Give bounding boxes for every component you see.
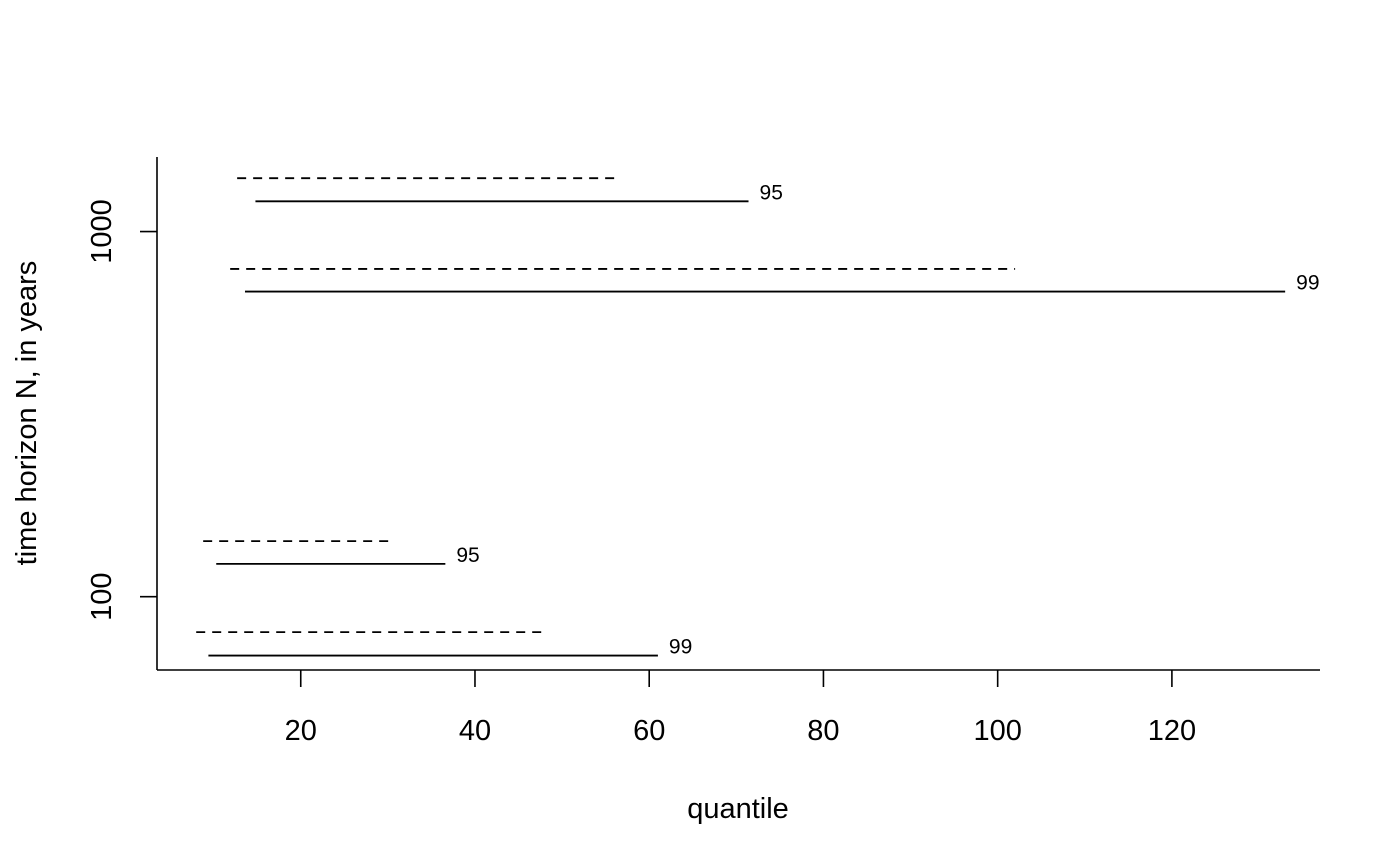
x-tick-label: 40 xyxy=(459,715,491,747)
segment-label: 95 xyxy=(760,181,783,204)
x-tick-label: 60 xyxy=(633,715,665,747)
y-tick-label: 100 xyxy=(86,573,118,621)
x-axis-title: quantile xyxy=(687,793,789,825)
y-ticks: 100 1000 xyxy=(86,199,157,621)
y-axis-title: time horizon N, in years xyxy=(11,261,43,566)
axes xyxy=(156,157,1320,671)
y-tick-label: 1000 xyxy=(86,199,118,264)
x-tick-label: 100 xyxy=(973,715,1021,747)
x-tick-label: 80 xyxy=(807,715,839,747)
segment-label: 99 xyxy=(1296,272,1319,295)
segment-label: 95 xyxy=(456,544,479,567)
x-tick-label: 120 xyxy=(1148,715,1196,747)
segment-label: 99 xyxy=(669,636,692,659)
x-tick-label: 20 xyxy=(285,715,317,747)
x-ticks: 20 40 60 80 100 120 xyxy=(285,670,1196,747)
segments: 95 99 95 99 xyxy=(196,177,1320,659)
